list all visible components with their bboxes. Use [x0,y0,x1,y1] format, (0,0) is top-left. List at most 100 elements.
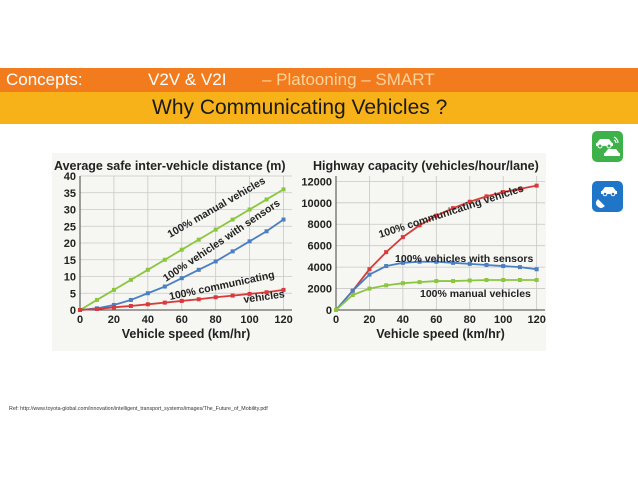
concepts-label: Concepts: [6,70,83,89]
chart-0-series-1-point-4 [145,291,150,296]
chart-0-series-2-point-2 [111,305,116,310]
chart-1-series-2-point-9 [484,277,489,282]
chart-1-series-1-point-6 [434,259,439,264]
chart-1-series-1-point-9 [484,262,489,267]
chart-0-ytick-1: 5 [70,288,76,300]
chart-1-series-2-point-8 [467,278,472,283]
chart-1-title: Highway capacity (vehicles/hour/lane) [313,159,539,173]
chart-1-series-1-point-3 [384,264,389,269]
chart-0-xtick-1: 20 [108,314,120,326]
chart-0-xtick-2: 40 [142,314,154,326]
chart-0-series-2-point-6 [179,298,184,303]
chart-0-series-1-point-2 [111,302,116,307]
chart-0-series-1-point-5 [162,284,167,289]
chart-1-series-2-point-7 [451,279,456,284]
chart-1-series-2-point-1 [350,292,355,297]
subtitle-band [0,92,638,124]
chart-1-series-2-point-2 [367,286,372,291]
satellite-car-icon [592,181,623,212]
chart-1-series-2-point-10 [501,277,506,282]
chart-1-series-0-point-4 [400,235,405,240]
chart-0-series-0-point-9 [230,217,235,222]
chart-0-series-2-point-5 [162,300,167,305]
chart-0-series-1-point-9 [230,249,235,254]
chart-0-series-1-point-6 [179,276,184,281]
chart-1-series-2-point-12 [534,277,539,282]
chart-1-series-0-point-9 [484,194,489,199]
chart-0-ytick-2: 10 [64,272,76,284]
chart-1-series-1-point-1 [350,288,355,293]
chart-0-series-0-point-1 [94,297,99,302]
chart-0-series-2-point-4 [145,302,150,307]
chart-1-series-0-point-2 [367,267,372,272]
chart-0-series-2-point-7 [196,297,201,302]
chart-1-series-2-point-0 [334,308,338,312]
chart-0-ytick-3: 15 [64,255,76,267]
chart-0-ytick-8: 40 [64,171,76,183]
chart-0-annotation-3: vehicles [243,288,286,306]
chart-1-series-1-point-10 [501,264,506,269]
chart-1-ytick-4: 8000 [308,219,332,231]
chart-1-series-0-point-8 [467,199,472,204]
chart-0-title: Average safe inter-vehicle distance (m) [54,159,286,173]
chart-1-series-1-point-4 [400,260,405,265]
chart-1-xtick-0: 0 [333,314,339,326]
title-band [0,68,638,92]
chart-0-series-0-point-10 [247,207,252,212]
chart-0-xtick-6: 120 [274,314,292,326]
chart-0-series-0-point-2 [111,287,116,292]
reference-text: Ref: http://www.toyota-global.com/innova… [9,406,268,412]
chart-0-series-0-point-12 [281,187,286,192]
chart-1-series-2-point-3 [384,283,389,288]
page-title: Why Communicating Vehicles ? [152,96,448,119]
chart-1-ytick-1: 2000 [308,284,332,296]
chart-1-series-2-point-6 [434,279,439,284]
chart-0-ytick-7: 35 [64,188,76,200]
chart-0-series-2-point-10 [247,291,252,296]
car-wireless-icon [592,131,623,162]
chart-1-series-0-point-6 [434,213,439,218]
chart-0-xtick-5: 100 [240,314,258,326]
chart-0-series-2-point-11 [264,290,269,295]
chart-0-series-2-point-8 [213,295,218,300]
chart-0-ytick-6: 30 [64,205,76,217]
chart-1-series-1-point-11 [517,265,522,270]
chart-1-series-0-point-12 [534,183,539,188]
chart-0-series-1-point-11 [264,229,269,234]
v2v-label: V2V & V2I [148,70,227,89]
chart-0-series-0-point-7 [196,237,201,242]
chart-1-xtick-3: 60 [430,314,442,326]
chart-0-xtick-3: 60 [176,314,188,326]
chart-0-series-2-point-0 [78,308,82,312]
chart-0-ytick-4: 20 [64,238,76,250]
chart-0-series-0-point-3 [128,277,133,282]
chart-0-ytick-0: 0 [70,305,76,317]
chart-1-series-2-point-11 [517,277,522,282]
chart-0-series-0-point-5 [162,257,167,262]
chart-0-ytick-5: 25 [64,221,76,233]
chart-0-series-0-point-6 [179,247,184,252]
chart-0-series-2-point-3 [128,303,133,308]
chart-1-series-2-point-5 [417,280,422,285]
chart-1-ytick-5: 10000 [301,198,332,210]
chart-0-series-2-point-1 [94,306,99,311]
chart-0-series-1-point-7 [196,267,201,272]
chart-1-series-1-point-12 [534,267,539,272]
chart-1-series-1-point-5 [417,259,422,264]
chart-1-xtick-2: 40 [397,314,409,326]
chart-1-series-0-point-10 [501,190,506,195]
chart-1-xtick-1: 20 [363,314,375,326]
chart-1-series-2-point-4 [400,281,405,286]
chart-1-ytick-2: 4000 [308,262,332,274]
chart-1-series-1-point-2 [367,272,372,277]
chart-1-series-0-point-7 [451,206,456,211]
chart-1-xtick-5: 100 [494,314,512,326]
chart-0-series-1-point-12 [281,217,286,222]
chart-1-series-0-point-11 [517,186,522,191]
chart-1-xtick-6: 120 [527,314,545,326]
chart-0-xtick-0: 0 [77,314,83,326]
chart-panel [52,153,546,351]
chart-1-series-1-point-8 [467,261,472,266]
chart-0-series-0-point-11 [264,197,269,202]
